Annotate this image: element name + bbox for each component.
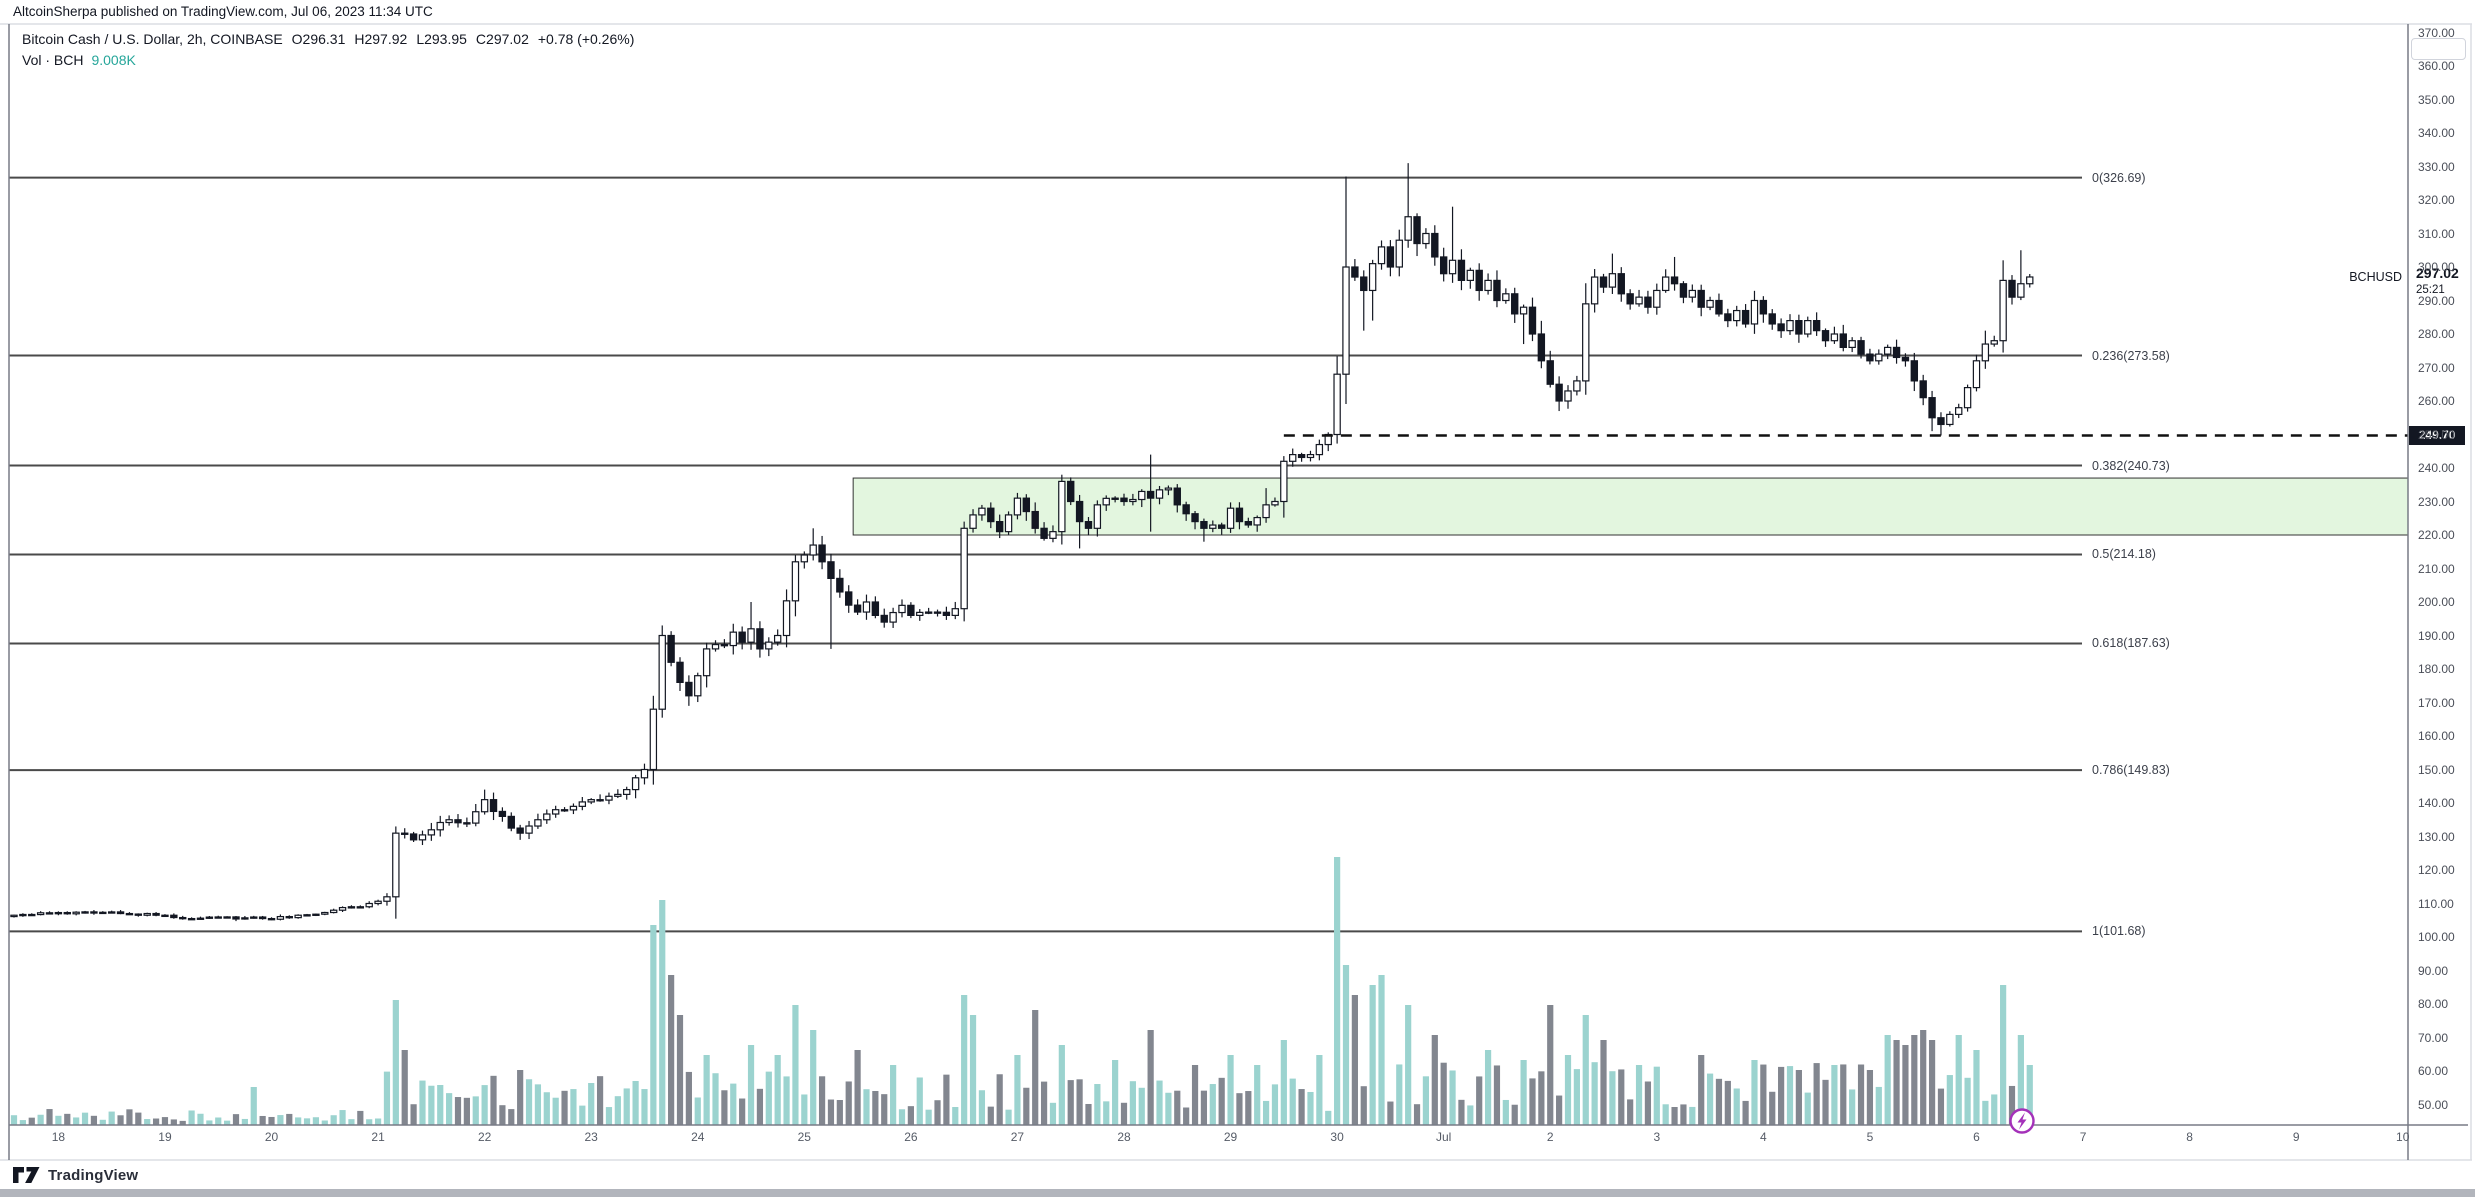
ohlc-change: +0.78 (+0.26%) <box>537 31 635 47</box>
fib-level-label: 0(326.69) <box>2092 170 2146 185</box>
horizontal-line-price-label: 249.70 <box>2409 426 2465 445</box>
price-axis-tick: 300.00 <box>2418 260 2455 274</box>
price-axis-tick: 70.00 <box>2418 1030 2449 1045</box>
time-axis-tick: 2 <box>1546 1130 1554 1144</box>
price-scale-pill[interactable] <box>2411 38 2466 60</box>
price-axis-tick: 260.00 <box>2418 394 2455 408</box>
time-axis-tick: 24 <box>691 1130 705 1144</box>
time-axis-tick: 9 <box>2292 1130 2300 1144</box>
price-axis-tick: 180.00 <box>2418 662 2455 676</box>
accumulation-zone <box>852 477 2409 536</box>
time-axis-tick: 28 <box>1117 1130 1131 1144</box>
price-axis-tick: 80.00 <box>2418 997 2449 1011</box>
time-axis-tick: 22 <box>477 1130 492 1144</box>
price-axis-tick: 50.00 <box>2418 1097 2449 1112</box>
volume-value: 9.008K <box>91 52 136 68</box>
price-axis-tick: 290.00 <box>2418 293 2455 308</box>
price-axis-tick: 360.00 <box>2418 59 2455 73</box>
window-bottom-bar <box>0 1189 2475 1197</box>
candlestick-layer <box>10 163 2034 922</box>
volume-legend: Vol · BCH 9.008K <box>22 52 136 68</box>
price-axis-tick: 140.00 <box>2418 796 2455 810</box>
time-axis-tick: 20 <box>264 1130 279 1144</box>
fib-level-label: 0.382(240.73) <box>2092 458 2170 473</box>
price-axis-tick: 250.00 <box>2418 427 2455 442</box>
price-axis-tick: 130.00 <box>2418 829 2455 844</box>
current-price-label: 297.02 25:21 <box>2409 263 2469 307</box>
price-axis-tick: 170.00 <box>2418 695 2455 710</box>
tradingview-brand-text: TradingView <box>48 1166 139 1184</box>
time-axis-tick: 30 <box>1330 1130 1344 1144</box>
price-axis-tick: 150.00 <box>2418 762 2455 777</box>
time-axis-tick: 21 <box>371 1130 385 1144</box>
price-axis-tick: 330.00 <box>2418 159 2455 174</box>
volume-label: Vol · BCH <box>22 52 84 68</box>
current-price-value: 297.02 <box>2416 265 2459 281</box>
price-axis-tick: 310.00 <box>2418 226 2455 241</box>
price-axis-tick: 120.00 <box>2418 863 2455 877</box>
price-axis-tick: 200.00 <box>2418 595 2455 609</box>
time-axis-tick: 5 <box>1866 1130 1874 1144</box>
fib-level-label: 1(101.68) <box>2092 924 2146 939</box>
fib-level-label: 0.786(149.83) <box>2092 763 2170 778</box>
time-axis-tick: 27 <box>1010 1130 1025 1144</box>
price-axis-tick: 100.00 <box>2418 930 2455 944</box>
fib-level-label: 0.618(187.63) <box>2092 636 2170 651</box>
price-axis-tick: 190.00 <box>2418 628 2455 643</box>
symbol-title: Bitcoin Cash / U.S. Dollar, 2h, COINBASE <box>22 31 283 47</box>
time-axis-tick: 23 <box>584 1130 598 1144</box>
ohlc-open: O296.31 <box>291 31 346 47</box>
fib-level-label: 0.236(273.58) <box>2092 348 2170 363</box>
tradingview-footer[interactable]: TradingView <box>13 1166 138 1184</box>
time-axis-tick: Jul <box>1436 1130 1452 1144</box>
boost-lightning-icon[interactable] <box>2009 1108 2035 1134</box>
price-axis-tick: 320.00 <box>2418 193 2455 207</box>
time-axis-tick: 10 <box>2396 1130 2410 1144</box>
time-axis-tick: 19 <box>158 1130 172 1144</box>
price-axis-tick: 370.00 <box>2418 25 2455 40</box>
price-axis-tick: 60.00 <box>2418 1064 2449 1078</box>
time-axis-tick: 25 <box>797 1130 811 1144</box>
time-axis-tick: 3 <box>1653 1130 1661 1144</box>
price-axis-tick: 160.00 <box>2418 729 2455 743</box>
time-axis-tick: 8 <box>2186 1130 2193 1144</box>
price-axis-tick: 210.00 <box>2418 561 2455 576</box>
price-axis-tick: 230.00 <box>2418 494 2455 509</box>
volume-layer <box>10 857 2033 1125</box>
price-axis-tick: 90.00 <box>2418 963 2449 978</box>
time-axis-tick: 4 <box>1760 1130 1767 1144</box>
bar-countdown: 25:21 <box>2416 284 2445 296</box>
chart-legend: Bitcoin Cash / U.S. Dollar, 2h, COINBASE… <box>22 31 643 47</box>
price-axis-tick: 350.00 <box>2418 92 2455 107</box>
tradingview-logo-icon <box>13 1167 40 1183</box>
time-axis-tick: 6 <box>1973 1130 1980 1144</box>
attribution-text: AltcoinSherpa published on TradingView.c… <box>13 4 433 19</box>
ohlc-low: L293.95 <box>416 31 467 47</box>
time-axis-tick: 29 <box>1223 1130 1238 1144</box>
price-axis-tick: 110.00 <box>2418 896 2454 911</box>
price-axis-tick: 240.00 <box>2418 461 2455 475</box>
price-axis-tick: 340.00 <box>2418 126 2455 140</box>
fib-level-label: 0.5(214.18) <box>2092 547 2156 562</box>
time-axis-tick: 7 <box>2079 1130 2087 1144</box>
symbol-ticker-label: BCHUSD <box>2349 270 2402 284</box>
ohlc-high: H297.92 <box>354 31 408 47</box>
time-axis-tick: 26 <box>904 1130 918 1144</box>
ohlc-close: C297.02 <box>475 31 529 47</box>
price-axis-tick: 270.00 <box>2418 360 2455 375</box>
price-axis-tick: 220.00 <box>2418 528 2455 542</box>
price-axis-tick: 280.00 <box>2418 327 2455 341</box>
time-axis-tick: 18 <box>51 1130 66 1144</box>
